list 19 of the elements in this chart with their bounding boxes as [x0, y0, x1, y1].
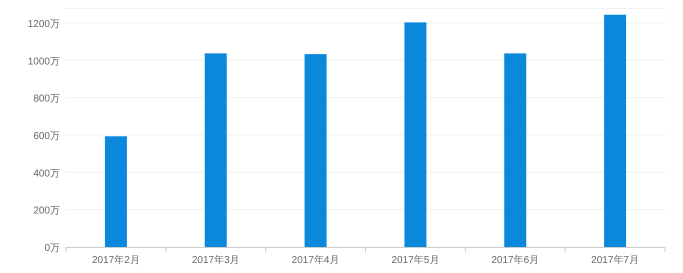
bar [304, 54, 327, 247]
x-tick-label: 2017年4月 [292, 254, 340, 266]
bar [404, 22, 426, 247]
y-tick-label: 600万 [33, 130, 60, 142]
x-tick-label: 2017年5月 [392, 254, 440, 266]
y-tick-label: 1000万 [28, 56, 60, 68]
x-tick-label: 2017年7月 [591, 254, 639, 266]
y-tick-label: 0万 [44, 243, 60, 254]
bar [104, 136, 127, 247]
y-tick-label: 800万 [33, 94, 60, 105]
y-tick-label: 1200万 [28, 18, 60, 30]
y-tick-label: 400万 [33, 168, 60, 180]
x-tick-label: 2017年2月 [92, 254, 140, 266]
x-tick-label: 2017年6月 [491, 254, 540, 266]
y-tick-label: 200万 [33, 206, 60, 217]
x-tick-label: 2017年3月 [192, 254, 240, 266]
bar [604, 14, 626, 247]
bar [504, 53, 526, 247]
bar [204, 53, 227, 247]
